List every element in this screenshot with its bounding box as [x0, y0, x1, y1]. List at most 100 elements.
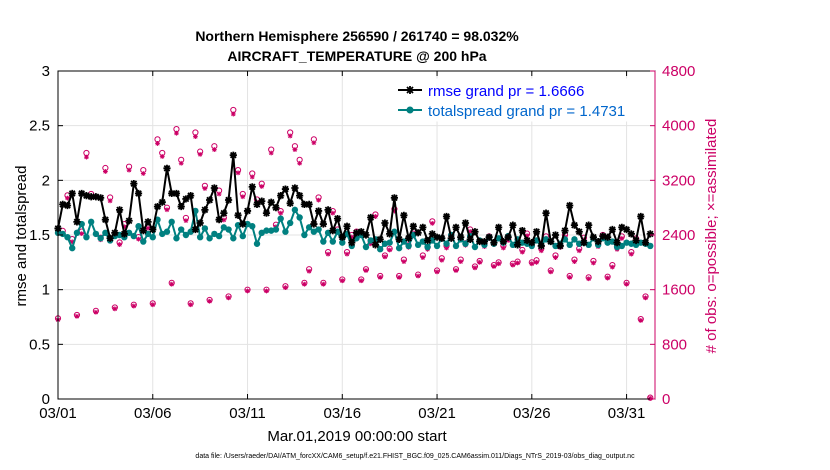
- obs-assimilated-point: [292, 147, 298, 152]
- rmse-point: [348, 239, 356, 247]
- rmse-point: [310, 220, 318, 228]
- spread-point: [135, 223, 142, 230]
- spread-point: [362, 243, 370, 251]
- rmse-point: [267, 198, 275, 206]
- obs-assimilated-point: [69, 239, 75, 245]
- rmse-point: [210, 184, 218, 192]
- obs-assimilated-point: [534, 259, 539, 265]
- y-tick-label: 0.5: [29, 336, 50, 353]
- rmse-point: [419, 223, 427, 231]
- rmse-point: [258, 197, 266, 205]
- spread-point: [73, 229, 81, 237]
- rmse-point: [78, 189, 86, 198]
- obs-assimilated-point: [444, 245, 449, 251]
- rmse-point: [627, 230, 635, 238]
- rmse-point: [144, 218, 152, 226]
- rmse-point: [589, 233, 598, 241]
- chart-title: Northern Hemisphere 256590 / 261740 = 98…: [195, 28, 519, 44]
- rmse-point: [286, 199, 294, 207]
- rmse-point: [386, 230, 394, 238]
- obs-assimilated-point: [240, 194, 246, 200]
- rmse-point: [319, 220, 327, 228]
- rmse-point: [153, 202, 162, 211]
- spread-point: [168, 218, 175, 226]
- spread-point: [140, 238, 147, 245]
- obs-assimilated-point: [283, 285, 288, 291]
- rmse-point: [518, 227, 526, 235]
- spread-point: [177, 226, 185, 233]
- y-tick-label: 3: [42, 63, 50, 80]
- obs-assimilated-point: [647, 395, 653, 401]
- obs-assimilated-point: [325, 251, 331, 257]
- obs-assimilated-point: [467, 229, 473, 234]
- obs-assimilated-point: [576, 248, 582, 254]
- spread-point: [253, 240, 261, 247]
- rmse-point: [637, 212, 645, 221]
- rmse-point: [357, 228, 365, 236]
- rmse-point: [182, 195, 190, 203]
- spread-point: [429, 237, 436, 244]
- y-axis-right-label: # of obs: o=possible; ×=assimilated: [703, 119, 720, 354]
- rmse-point: [139, 227, 147, 235]
- rmse-point: [395, 235, 403, 243]
- obs-assimilated-point: [330, 210, 336, 216]
- x-axis-label: Mar.01,2019 00:00:00 start: [267, 428, 447, 445]
- obs-assimilated-point: [368, 241, 374, 247]
- y-tick-label: 1: [42, 282, 50, 299]
- rmse-point: [646, 230, 654, 238]
- spread-point: [320, 238, 327, 245]
- obs-assimilated-point: [216, 191, 222, 197]
- rmse-point: [622, 225, 631, 234]
- spread-point: [305, 224, 313, 231]
- rmse-point: [509, 221, 517, 229]
- rmse-point: [172, 189, 181, 198]
- obs-assimilated-point: [586, 276, 592, 282]
- obs-assimilated-point: [93, 309, 99, 315]
- rmse-point: [220, 209, 228, 217]
- rmse-point: [224, 196, 233, 204]
- rmse-point: [537, 242, 545, 250]
- spread-point: [571, 236, 578, 243]
- spread-point: [282, 228, 289, 235]
- rmse-point: [414, 229, 422, 237]
- spread-point: [230, 235, 237, 242]
- rmse-point: [447, 234, 455, 242]
- x-tick-label: 03/01: [39, 405, 77, 422]
- spread-point: [149, 233, 156, 241]
- legend-box: [391, 78, 655, 122]
- rmse-point: [641, 239, 650, 247]
- obs-assimilated-point: [458, 259, 464, 265]
- obs-assimilated-point: [572, 259, 577, 265]
- rmse-point: [191, 225, 200, 234]
- obs-assimilated-point: [117, 242, 122, 247]
- obs-assimilated-point: [84, 154, 89, 160]
- rmse-point: [177, 202, 185, 211]
- spread-point: [395, 244, 403, 252]
- rmse-point: [73, 218, 81, 226]
- y-right-tick-label: 2400: [662, 227, 695, 244]
- y-tick-label: 0: [42, 391, 50, 408]
- obs-assimilated-point: [316, 197, 321, 203]
- rmse-point: [101, 216, 109, 224]
- spread-point: [92, 230, 100, 238]
- spread-point: [97, 235, 104, 242]
- obs-assimilated-point: [358, 278, 364, 284]
- x-tick-label: 03/16: [324, 405, 362, 422]
- obs-assimilated-point: [259, 184, 265, 189]
- obs-assimilated-point: [301, 281, 307, 287]
- rmse-point: [338, 233, 346, 241]
- spread-point: [618, 242, 626, 250]
- obs-assimilated-point: [235, 170, 241, 176]
- obs-assimilated-point: [477, 259, 483, 265]
- spread-point: [452, 242, 460, 250]
- obs-assimilated-point: [287, 133, 293, 139]
- obs-assimilated-point: [434, 269, 440, 275]
- obs-assimilated-point: [169, 281, 175, 287]
- rmse-point: [594, 237, 602, 246]
- obs-assimilated-point: [183, 218, 189, 224]
- rmse-point: [495, 223, 503, 231]
- spread-point: [424, 243, 431, 251]
- rmse-point: [504, 233, 512, 241]
- spread-point: [566, 241, 573, 249]
- y-right-tick-label: 3200: [662, 172, 695, 189]
